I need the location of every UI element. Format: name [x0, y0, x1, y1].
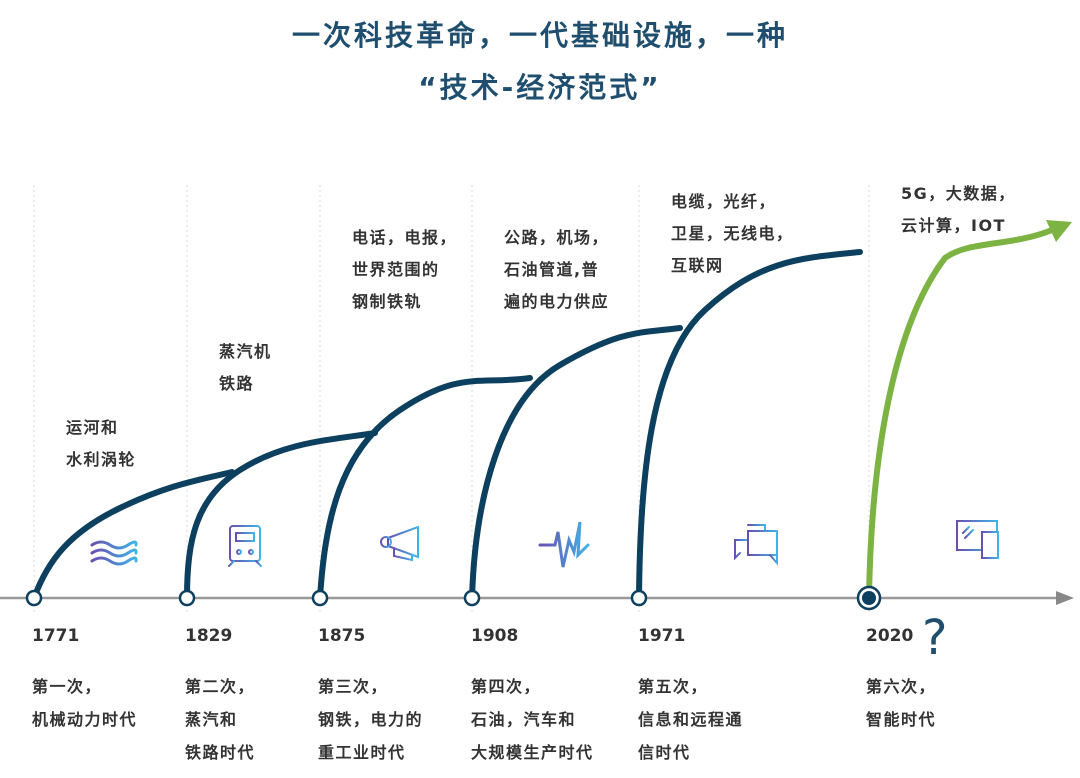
infrastructure-1: 运河和 水利涡轮: [66, 418, 137, 469]
devices-icon: [956, 520, 999, 560]
node-1908: [463, 589, 481, 607]
year-label: 1971: [638, 626, 686, 646]
infrastructure-3: 电话，电报， 世界范围的 钢制铁轨: [352, 228, 458, 311]
node-1875: [311, 589, 329, 607]
era-2: 第二次， 蒸汽和 铁路时代: [185, 677, 256, 762]
year-label: 2020: [866, 626, 914, 646]
curve-5: [636, 249, 863, 601]
node-1771: [25, 589, 43, 607]
title-line-1: 一次科技革命，一代基础设施，一种: [291, 19, 788, 52]
train-icon: [228, 522, 262, 567]
pulse-icon: [538, 521, 590, 568]
megaphone-icon: [380, 525, 419, 562]
era-4: 第四次， 石油，汽车和 大规模生产时代: [471, 677, 594, 762]
future-curve: [866, 227, 1055, 601]
year-label: 1829: [185, 626, 233, 646]
year-label: 1908: [471, 626, 519, 646]
curve-3: [317, 375, 533, 601]
chat-icon: [734, 524, 778, 566]
question-mark: ?: [922, 610, 948, 666]
infrastructure-5: 电缆，光纤， 卫星，无线电， 互联网: [671, 192, 794, 275]
future-arrow-icon: [1046, 220, 1072, 242]
era-1: 第一次， 机械动力时代: [32, 677, 138, 729]
curve-4: [469, 325, 683, 601]
era-5: 第五次， 信息和远程通 信时代: [638, 677, 744, 762]
node-1829: [178, 589, 196, 607]
infrastructure-4: 公路，机场， 石油管道,普 遍的电力供应: [504, 228, 610, 311]
infrastructure-6: 5G，大数据， 云计算，IOT: [901, 184, 1016, 235]
year-label: 1771: [32, 626, 80, 646]
year-label: 1875: [318, 626, 366, 646]
era-6: 第六次， 智能时代: [866, 677, 937, 729]
era-3: 第三次， 钢铁，电力的 重工业时代: [318, 677, 424, 762]
curve-2: [184, 430, 378, 601]
waves-icon: [90, 540, 138, 566]
node-1971: [630, 589, 648, 607]
title-line-2: “技术-经济范式”: [418, 71, 662, 104]
curve-1: [31, 469, 235, 601]
axis-arrow-icon: [1056, 591, 1074, 605]
infrastructure-2: 蒸汽机 铁路: [219, 342, 272, 393]
